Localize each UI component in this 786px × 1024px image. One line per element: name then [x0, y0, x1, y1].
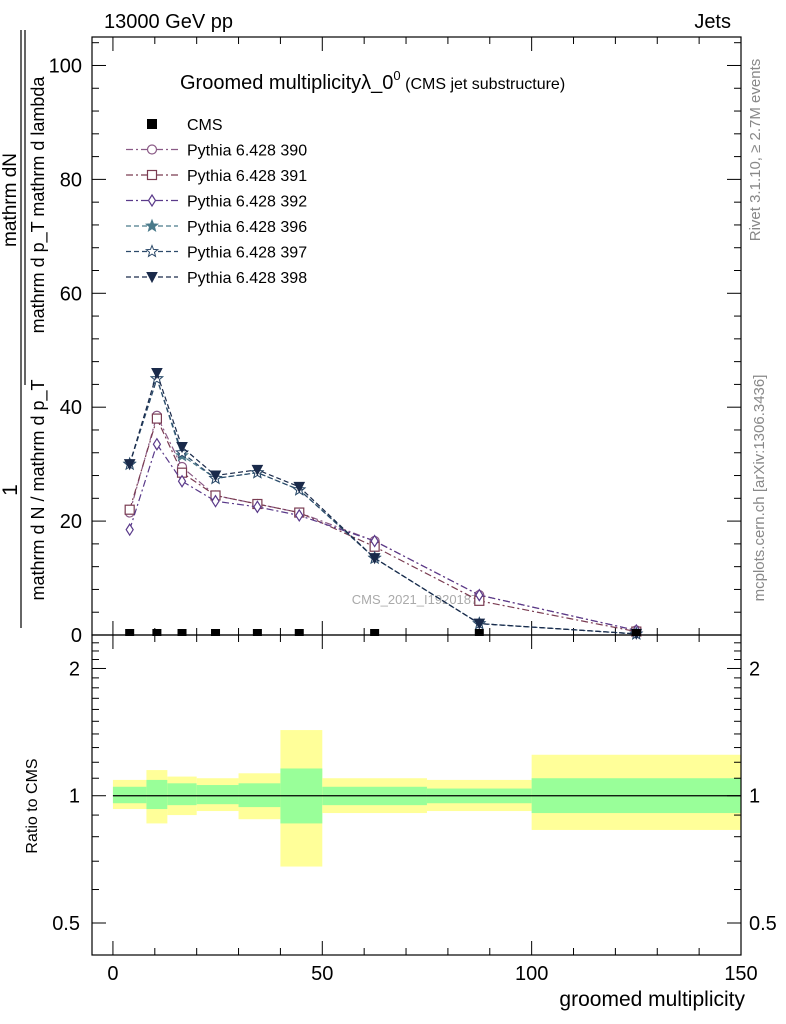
- series-marker-3: [125, 523, 134, 537]
- legend-marker-2: [146, 169, 158, 181]
- legend-label-6: Pythia 6.428 398: [187, 270, 307, 287]
- series-line-2: [129, 416, 637, 633]
- cms-data-point: [152, 629, 162, 636]
- series-marker-3: [152, 437, 162, 451]
- series-marker-6: [251, 464, 264, 476]
- series-marker-6: [473, 618, 486, 630]
- legend-label-5: Pythia 6.428 397: [187, 245, 307, 262]
- x-axis-label: groomed multiplicity: [559, 988, 745, 1011]
- x-tick-label: 150: [724, 963, 757, 985]
- legend-marker-1: [146, 144, 158, 155]
- legend-marker-4: [144, 218, 160, 232]
- main-y-tick-label: 60: [60, 283, 82, 305]
- cms-data-point: [294, 629, 304, 636]
- main-y-tick-label: 0: [71, 625, 82, 647]
- ylabel-middle: mathrm d N / mathrm d p_T: [28, 379, 49, 600]
- ylabel-numerator: mathrm dN: [0, 153, 21, 247]
- main-y-tick-label: 100: [49, 55, 82, 77]
- x-tick-label: 50: [311, 963, 333, 985]
- cms-data-point: [474, 629, 484, 636]
- x-tick-label: 100: [515, 963, 548, 985]
- series-marker-3: [370, 534, 379, 548]
- series-marker-6: [176, 442, 188, 454]
- ratio-plot-frame: [91, 634, 742, 956]
- series-marker-6: [123, 459, 136, 471]
- cms-data-points: [125, 629, 641, 636]
- legend-label-3: Pythia 6.428 392: [187, 194, 307, 211]
- ratio-y-tick-label-right: 0.5: [749, 913, 777, 935]
- legend-cms-label: CMS: [187, 117, 223, 134]
- cms-data-point: [125, 629, 135, 636]
- plot-title: Groomed multiplicityλ_00 (CMS jet substr…: [180, 68, 565, 94]
- main-y-tick-label: 40: [60, 397, 82, 419]
- legend-marker-6: [146, 272, 158, 284]
- plot-title-sup: 0: [393, 68, 400, 83]
- main-y-tick-label: 80: [60, 169, 82, 191]
- ratio-inner-band: [167, 783, 197, 806]
- ratio-inner-band: [196, 785, 239, 805]
- legend-label-1: Pythia 6.428 390: [187, 143, 307, 160]
- energy-label: 13000 GeV pp: [104, 11, 233, 33]
- series-marker-3: [253, 500, 262, 514]
- mcplots-label: mcplots.cern.ch [arXiv:1306.3436]: [751, 375, 768, 602]
- x-tick-label: 0: [107, 963, 118, 985]
- series-marker-6: [293, 481, 306, 493]
- ratio-bands: [112, 730, 741, 867]
- ratio-y-axis: 0.5 0.5 1 1 2 2: [52, 642, 777, 935]
- legend-cms-marker: [147, 119, 157, 129]
- cms-data-point: [370, 629, 380, 636]
- series-marker-3: [211, 494, 220, 508]
- ratio-y-tick-label: 1: [69, 786, 80, 808]
- main-x-ticks: [112, 37, 742, 635]
- main-y-axis-label: 1 mathrm dN mathrm d N / mathrm d p_T ma…: [0, 30, 49, 628]
- main-plot-panel: 0 20 40 60 80 100 CMS_2021_I1920187 Groomed m…: [49, 36, 742, 647]
- series-marker-3: [177, 474, 187, 488]
- legend-marker-3: [147, 193, 157, 208]
- mc-series-group: [122, 368, 644, 640]
- rivet-label: Rivet 3.1.10, ≥ 2.7M events: [747, 59, 764, 242]
- ratio-y-tick-label-right: 2: [749, 658, 760, 680]
- legend-label-2: Pythia 6.428 391: [187, 168, 307, 185]
- series-marker-2: [151, 413, 162, 424]
- ratio-inner-band: [146, 779, 168, 810]
- watermark: CMS_2021_I1920187: [352, 592, 479, 607]
- cms-data-point: [177, 629, 187, 636]
- series-marker-3: [295, 508, 304, 523]
- main-y-tick-label: 20: [60, 511, 82, 533]
- main-y-axis: 0 20 40 60 80 100: [49, 42, 741, 647]
- ratio-y-label: Ratio to CMS: [24, 758, 41, 853]
- series-marker-2: [124, 504, 135, 515]
- cms-data-point: [211, 629, 221, 636]
- ratio-y-tick-label: 0.5: [52, 913, 80, 935]
- ratio-x-axis: 0 50 100 150: [107, 635, 758, 985]
- series-marker-6: [209, 470, 222, 482]
- plot-title-main: Groomed multiplicityλ_0: [180, 72, 393, 94]
- cms-data-point: [631, 629, 641, 636]
- series-marker-3: [475, 588, 484, 602]
- plot-title-suffix: (CMS jet substructure): [405, 76, 565, 93]
- legend: CMS Pythia 6.428 390 Pythia 6.428 391 Pythi…: [126, 117, 307, 287]
- ratio-y-tick-label-right: 1: [749, 786, 760, 808]
- legend-marker-5: [144, 244, 160, 258]
- ratio-y-tick-label: 2: [69, 658, 80, 680]
- legend-label-4: Pythia 6.428 396: [187, 219, 307, 236]
- category-label: Jets: [694, 11, 731, 33]
- ylabel-denominator: mathrm d p_T mathrm d lambda: [28, 76, 49, 334]
- cms-data-point: [252, 629, 262, 636]
- ratio-plot-panel: 0.5 0.5 1 1 2 2 0 50 100 150 Ratio to CMS groome…: [24, 634, 777, 1011]
- series-marker-6: [151, 368, 163, 380]
- ratio-inner-band: [112, 786, 147, 804]
- ylabel-one: 1: [0, 484, 22, 496]
- series-marker-6: [368, 553, 381, 565]
